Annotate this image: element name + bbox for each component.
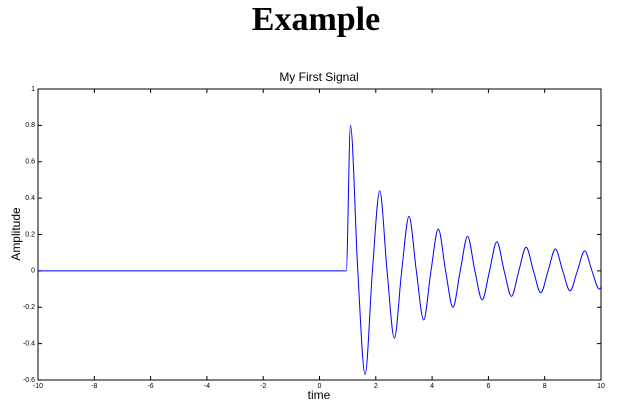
y-tick-label: -0.2 bbox=[23, 304, 35, 311]
y-tick-label: 0.8 bbox=[25, 122, 35, 129]
y-tick-label: 0 bbox=[31, 268, 35, 275]
y-tick-label: 1 bbox=[31, 86, 35, 93]
y-tick-label: 0.4 bbox=[25, 195, 35, 202]
page-heading: Example bbox=[252, 1, 380, 38]
y-tick-label: -0.4 bbox=[23, 340, 35, 347]
x-tick-label: 8 bbox=[543, 383, 547, 390]
y-tick-label: 0.2 bbox=[25, 231, 35, 238]
x-tick-label: 6 bbox=[486, 383, 490, 390]
x-tick-label: -10 bbox=[33, 383, 43, 390]
x-tick-label: -2 bbox=[260, 383, 266, 390]
y-tick-label: -0.6 bbox=[23, 377, 35, 384]
x-tick-label: -6 bbox=[147, 383, 153, 390]
x-tick-label: 2 bbox=[374, 383, 378, 390]
x-tick-label: -8 bbox=[91, 383, 97, 390]
y-axis-label: Amplitude bbox=[9, 207, 23, 261]
x-tick-label: 0 bbox=[318, 383, 322, 390]
plot-frame bbox=[37, 88, 602, 381]
x-tick-label: 10 bbox=[597, 383, 605, 390]
signal-line bbox=[37, 124, 602, 376]
x-axis-label: time bbox=[308, 388, 331, 402]
chart-title: My First Signal bbox=[279, 70, 358, 84]
x-tick-label: -4 bbox=[204, 383, 210, 390]
y-tick-label: 0.6 bbox=[25, 159, 35, 166]
x-tick-label: 4 bbox=[430, 383, 434, 390]
